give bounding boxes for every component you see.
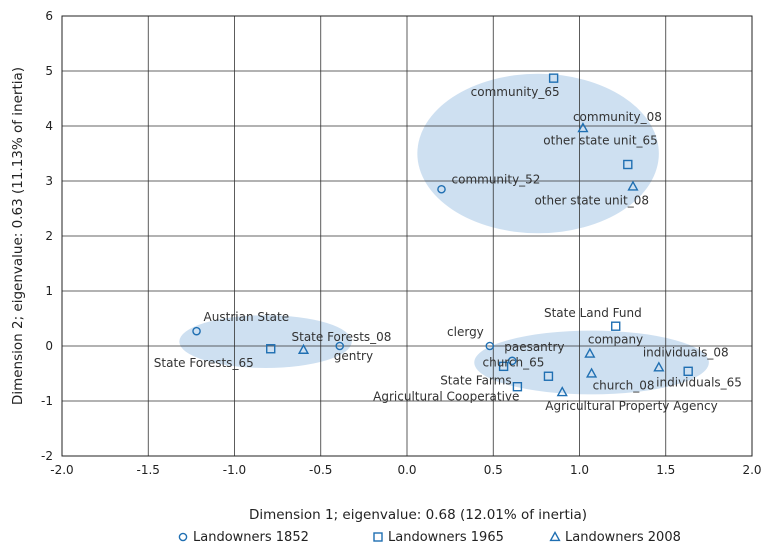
point-label-gentry: gentry bbox=[334, 349, 373, 363]
point-label-paesantry: paesantry bbox=[504, 340, 564, 354]
legend-marker-triangle bbox=[549, 530, 561, 542]
data-point-individuals-65 bbox=[683, 366, 693, 376]
y-tick-label: 0 bbox=[45, 339, 53, 353]
data-point-state-forests-08 bbox=[297, 343, 310, 354]
legend: Landowners 1852 Landowners 1965 Landowners… bbox=[178, 530, 681, 545]
data-point-state-land-fund bbox=[611, 321, 621, 331]
point-label-other-state-unit-08: other state unit_08 bbox=[534, 194, 649, 208]
point-label-state-forests-65: State Forests_65 bbox=[154, 356, 254, 370]
data-point-state-farms bbox=[498, 361, 509, 372]
data-point-gentry bbox=[335, 341, 345, 351]
y-axis-title: Dimension 2; eigenvalue: 0.63 (11.13% of… bbox=[10, 67, 26, 405]
point-label-other-state-unit-65: other state unit_65 bbox=[543, 134, 658, 148]
point-label-state-land-fund: State Land Fund bbox=[544, 306, 642, 320]
data-point-community-52 bbox=[437, 184, 446, 194]
x-tick-label: 0.5 bbox=[484, 463, 503, 477]
point-label-state-forests-08: State Forests_08 bbox=[292, 330, 392, 344]
data-point-state-forests-65 bbox=[266, 344, 276, 354]
cluster-ellipse-private bbox=[474, 330, 709, 395]
y-tick-label: 2 bbox=[45, 229, 53, 243]
y-tick-label: 3 bbox=[45, 174, 53, 188]
plot-area bbox=[61, 15, 753, 457]
point-label-company: company bbox=[588, 333, 643, 347]
point-label-agricultural-cooperative: Agricultural Cooperative bbox=[373, 390, 519, 404]
y-tick-label: 6 bbox=[45, 9, 53, 23]
data-point-agricultural-cooperative bbox=[512, 382, 523, 392]
legend-label: Landowners 2008 bbox=[565, 530, 681, 545]
cluster-ellipses bbox=[179, 73, 709, 395]
y-tick-label: -1 bbox=[41, 394, 53, 408]
legend-marker-square bbox=[373, 532, 383, 542]
x-tick-label: -1.0 bbox=[223, 463, 246, 477]
point-label-austrian-state: Austrian State bbox=[204, 310, 290, 324]
y-tick-label: -2 bbox=[41, 449, 53, 463]
data-point-other-state-unit-08 bbox=[627, 180, 639, 191]
point-label-community-08: community_08 bbox=[573, 110, 662, 124]
data-point-paesantry bbox=[507, 356, 517, 366]
y-tick-label: 1 bbox=[45, 284, 53, 298]
x-tick-label: -2.0 bbox=[50, 463, 73, 477]
data-point-church-08 bbox=[585, 367, 598, 378]
cluster-ellipse-community bbox=[417, 73, 659, 234]
point-label-individuals-08: individuals_08 bbox=[643, 345, 729, 359]
cluster-ellipse-state-forests bbox=[179, 315, 352, 368]
legend-label: Landowners 1852 bbox=[193, 530, 309, 545]
data-points bbox=[192, 73, 693, 397]
x-tick-label: -0.5 bbox=[309, 463, 332, 477]
data-point-community-65 bbox=[548, 73, 559, 83]
point-label-community-52: community_52 bbox=[452, 172, 541, 186]
data-point-company bbox=[584, 347, 596, 358]
x-tick-label: -1.5 bbox=[137, 463, 160, 477]
point-label-individuals-65: individuals_65 bbox=[656, 375, 742, 389]
x-tick-label: 2.0 bbox=[742, 463, 761, 477]
point-label-clergy: clergy bbox=[447, 325, 484, 339]
x-tick-label: 1.5 bbox=[656, 463, 675, 477]
point-label-community-65: community_65 bbox=[471, 85, 560, 99]
point-label-church-65: church_65 bbox=[482, 355, 544, 369]
x-axis-title: Dimension 1; eigenvalue: 0.68 (12.01% of… bbox=[249, 507, 587, 523]
data-point-other-state-unit-65 bbox=[623, 159, 633, 170]
data-point-individuals-08 bbox=[653, 361, 665, 372]
axis-ticks: -2.0 -1.5 -1.0 -0.5 0.0 0.5 1.0 1.5 2.0 -2 -1 0 1 2 3 4… bbox=[41, 9, 762, 477]
point-label-church-08: church_08 bbox=[593, 379, 655, 393]
data-point-agricultural-property-agency bbox=[556, 386, 568, 397]
data-point-community-08 bbox=[577, 122, 589, 133]
data-point-austrian-state bbox=[192, 326, 201, 336]
x-tick-label: 0.0 bbox=[397, 463, 416, 477]
data-point-church-65 bbox=[543, 371, 554, 381]
x-tick-label: 1.0 bbox=[570, 463, 589, 477]
legend-label: Landowners 1965 bbox=[388, 530, 504, 545]
y-tick-label: 4 bbox=[45, 119, 53, 133]
point-labels: community_52 Austrian State gentry clergy pa… bbox=[154, 85, 742, 413]
point-label-state-farms: State Farms bbox=[440, 373, 511, 387]
data-point-clergy bbox=[485, 341, 495, 351]
y-tick-label: 5 bbox=[45, 64, 53, 78]
legend-marker-circle bbox=[178, 532, 188, 542]
point-label-agricultural-property-agency: Agricultural Property Agency bbox=[545, 399, 717, 413]
